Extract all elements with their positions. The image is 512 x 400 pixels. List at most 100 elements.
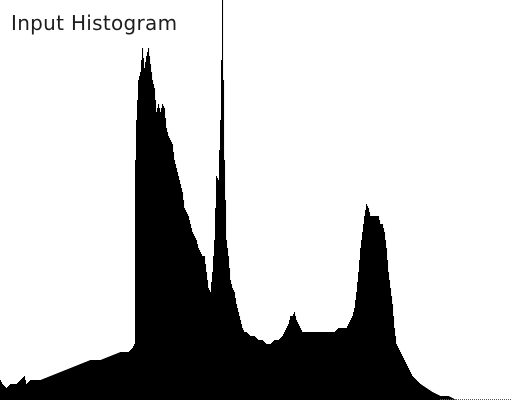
histogram-bar [299,326,301,400]
histogram-bars [0,0,457,400]
histogram-bar [228,256,230,400]
histogram-bar [67,369,69,400]
histogram-bar [77,365,79,400]
histogram-bar [64,370,66,400]
histogram-bar [164,108,166,400]
histogram-bar [346,328,348,400]
histogram-bar [313,332,315,400]
histogram-bar [339,328,341,400]
histogram-bar [206,272,208,400]
histogram-bar [130,350,132,400]
histogram-bar [193,234,195,400]
histogram-bar [393,316,395,400]
histogram-bar [92,360,94,400]
histogram-bar [433,392,435,400]
histogram-bar [429,390,431,400]
histogram-bar [282,336,284,400]
histogram-bar [117,353,119,400]
histogram-bar [46,377,48,400]
histogram-bar [43,378,45,400]
histogram-bar [430,390,432,400]
histogram-bar [215,208,217,400]
histogram-bar [103,358,105,400]
histogram-bar [310,332,312,400]
histogram-bar [323,332,325,400]
histogram-bar [66,369,68,400]
histogram-bar [13,384,15,400]
histogram-bar [54,374,56,400]
histogram-bar [328,332,330,400]
histogram-bar [45,378,47,400]
histogram-bar [252,336,254,400]
histogram-bar [281,337,283,400]
histogram-bar [375,216,377,400]
histogram-bar [124,352,126,400]
histogram-bar [278,340,280,400]
histogram-bar [409,370,411,400]
histogram-bar [371,216,373,400]
histogram-bar [8,386,10,400]
histogram-bar [81,363,83,400]
histogram-bar [410,372,412,400]
histogram-bar [21,379,23,400]
histogram-bar [240,320,242,400]
histogram-bar [50,376,52,400]
histogram-bar [105,358,107,400]
histogram-bar [19,381,21,400]
histogram-bar [370,216,372,400]
histogram-bar [72,367,74,400]
histogram-bar [163,106,165,400]
histogram-bar [325,332,327,400]
histogram-bar [118,352,120,400]
histogram-bar [151,72,153,400]
histogram-bar [381,224,383,400]
histogram-bar [61,371,63,400]
histogram-bar [142,48,144,400]
histogram-bar [219,150,221,400]
histogram-bar [181,188,183,400]
histogram-bar [330,332,332,400]
histogram-bar [156,112,158,400]
histogram-bar [246,332,248,400]
histogram-bar [434,393,436,400]
histogram-bar [423,386,425,400]
histogram-bar [165,118,167,400]
histogram-bar [166,128,168,400]
histogram-bar [304,332,306,400]
histogram-bar [200,252,202,400]
histogram-bar [266,344,268,400]
histogram-bar [301,330,303,400]
histogram-bar [131,349,133,400]
histogram-bar [440,396,442,400]
histogram-bar [139,76,141,400]
histogram-bar [322,332,324,400]
histogram-bar [17,383,19,400]
histogram-bar [100,360,102,400]
histogram-bar [369,212,371,400]
histogram-bar [95,360,97,400]
histogram-bar [79,364,81,400]
histogram-bar [294,312,296,400]
histogram-bar [411,374,413,400]
histogram-bar [129,351,131,400]
histogram-bar [307,332,309,400]
histogram-bar [41,379,43,400]
histogram-bar [385,240,387,400]
histogram-bar [424,386,426,400]
histogram-bar [84,362,86,400]
histogram-bar [88,360,90,400]
histogram-bar [180,184,182,400]
histogram-bar [237,308,239,400]
histogram-bar [427,388,429,400]
histogram-bar [280,338,282,400]
histogram-bar [350,320,352,400]
histogram-bar [334,332,336,400]
histogram-bar [349,322,351,400]
histogram-bar [258,340,260,400]
histogram-bar [224,160,226,400]
histogram-bar [108,356,110,400]
histogram-bar [402,356,404,400]
histogram-bar [274,340,276,400]
histogram-bar [198,248,200,400]
